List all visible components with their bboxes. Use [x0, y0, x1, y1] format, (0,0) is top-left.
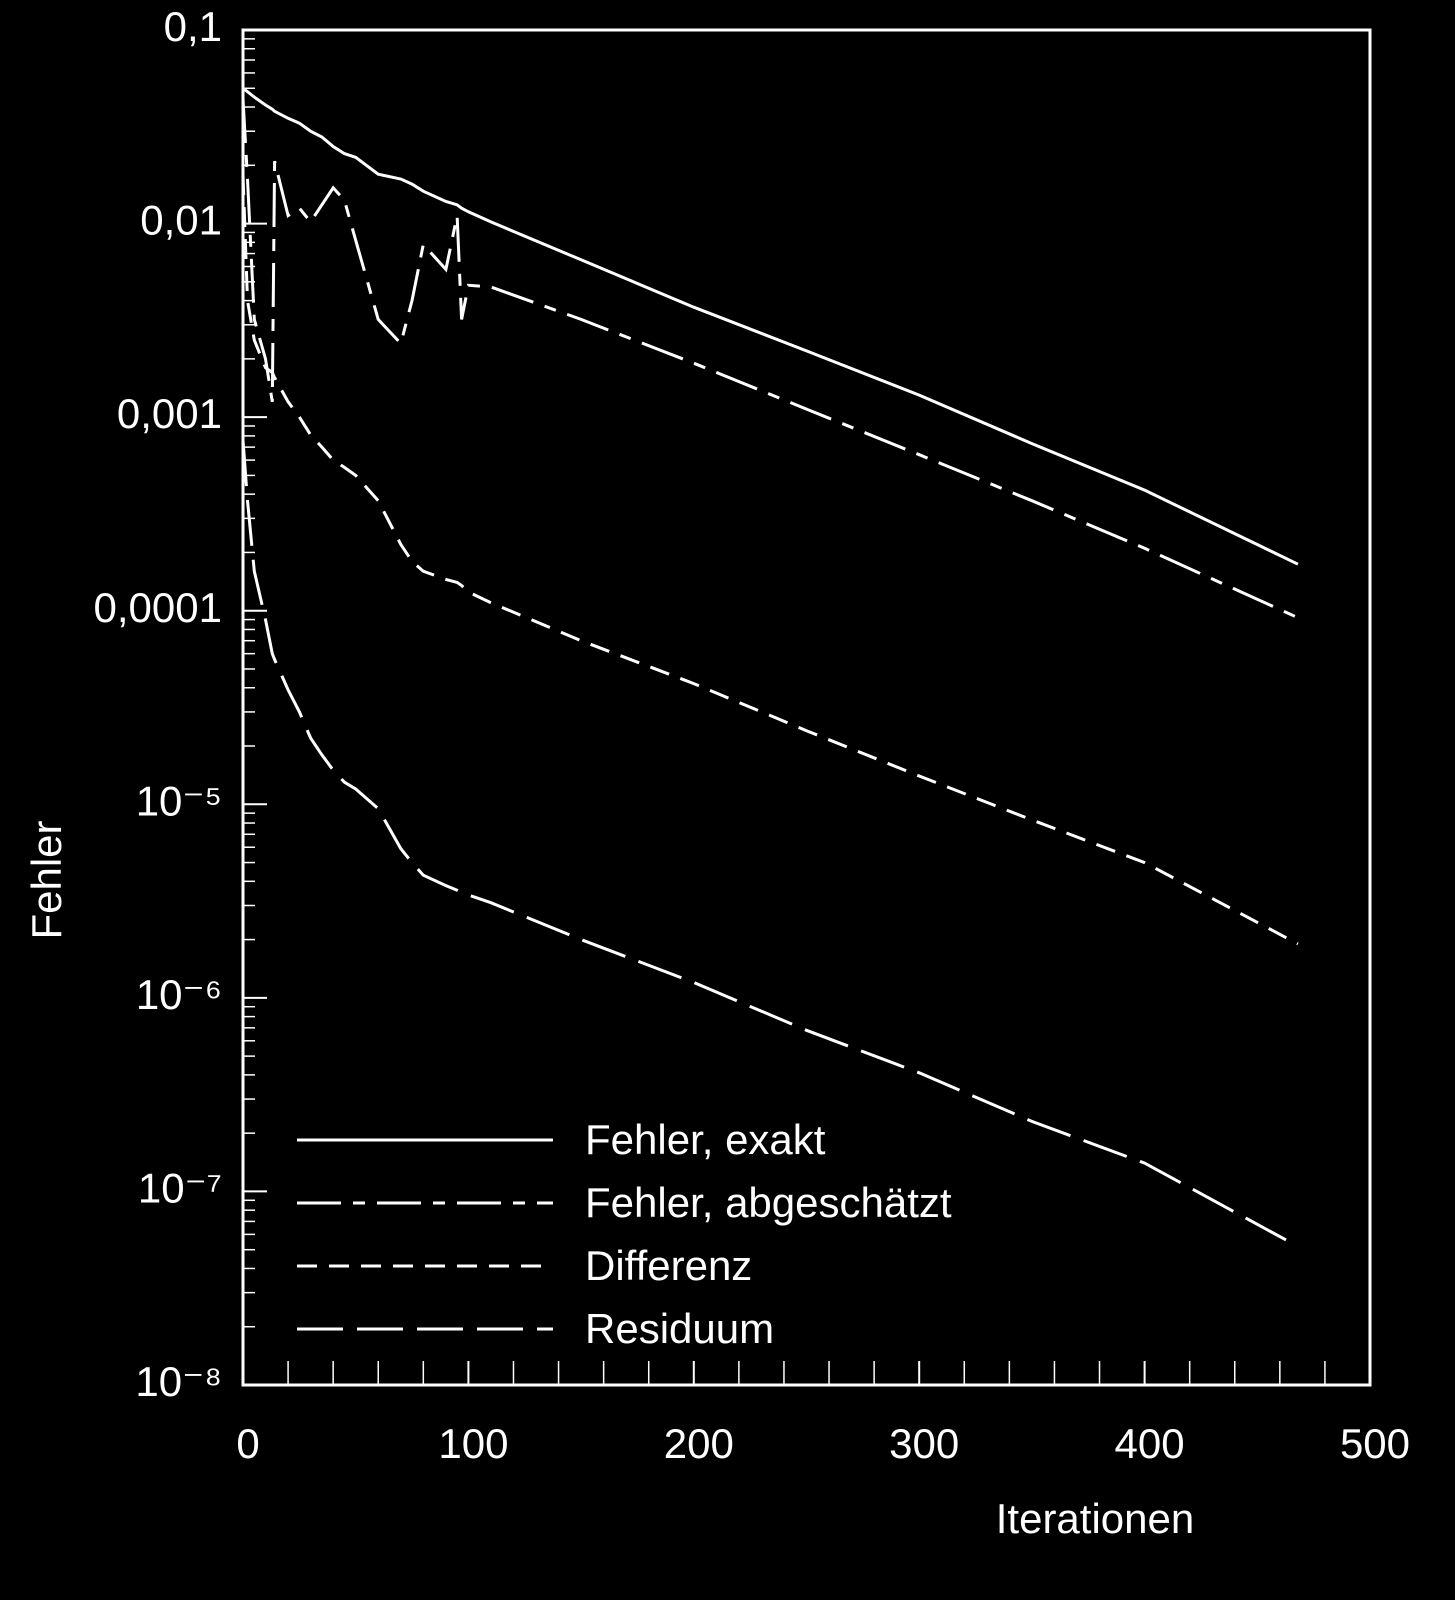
y-tick-label: 0,1	[164, 3, 222, 50]
y-tick-label: 10⁻⁵	[136, 777, 222, 824]
y-tick-label: 0,001	[117, 390, 222, 437]
legend-label: Residuum	[585, 1305, 774, 1352]
x-tick-label: 500	[1340, 1420, 1410, 1467]
y-tick-label: 0,01	[140, 197, 222, 244]
x-tick-label: 100	[438, 1420, 508, 1467]
series-line	[241, 440, 1299, 1248]
x-tick-label: 0	[236, 1420, 259, 1467]
plot-frame	[241, 28, 1372, 1387]
legend-label: Fehler, abgeschätzt	[585, 1179, 952, 1226]
y-tick-label: 10⁻⁸	[135, 1358, 222, 1405]
x-tick-label: 300	[889, 1420, 959, 1467]
y-tick-label: 10⁻⁶	[136, 971, 222, 1018]
x-tick-label: 400	[1115, 1420, 1185, 1467]
y-axis-label: Fehler	[23, 820, 70, 939]
y-tick-label: 0,0001	[94, 584, 222, 631]
x-tick-label: 200	[664, 1420, 734, 1467]
y-tick-label: 10⁻⁷	[138, 1165, 222, 1212]
series-line	[241, 175, 1299, 946]
series-line	[241, 98, 1299, 620]
series-line	[242, 87, 1299, 566]
legend-label: Fehler, exakt	[585, 1116, 826, 1163]
x-axis-label: Iterationen	[996, 1495, 1194, 1542]
legend-label: Differenz	[585, 1242, 752, 1289]
